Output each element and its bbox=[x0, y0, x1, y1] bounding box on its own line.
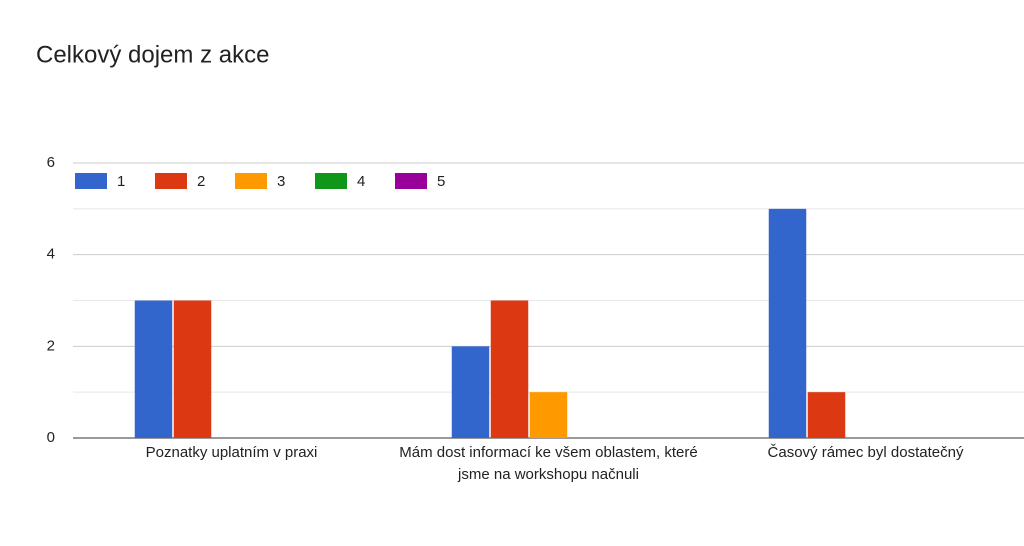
bar bbox=[451, 346, 490, 438]
legend-swatch bbox=[315, 173, 347, 189]
bar bbox=[173, 300, 212, 438]
bar bbox=[529, 392, 568, 438]
legend-label: 4 bbox=[357, 173, 365, 190]
legend-label: 2 bbox=[197, 173, 205, 190]
x-tick-label: Mám dost informací ke všem oblastem, kte… bbox=[399, 444, 698, 483]
y-tick-label: 4 bbox=[47, 246, 55, 263]
bar bbox=[490, 300, 529, 438]
legend-swatch bbox=[75, 173, 107, 189]
x-tick-label: Časový rámec byl dostatečný bbox=[767, 444, 964, 461]
legend-swatch bbox=[235, 173, 267, 189]
legend-label: 3 bbox=[277, 173, 285, 190]
legend-swatch bbox=[155, 173, 187, 189]
chart-title: Celkový dojem z akce bbox=[36, 41, 269, 68]
x-tick-label: Poznatky uplatním v praxi bbox=[145, 444, 318, 461]
bar bbox=[768, 208, 807, 438]
bar bbox=[807, 392, 846, 438]
bar bbox=[134, 300, 173, 438]
legend-swatch bbox=[395, 173, 427, 189]
legend-label: 1 bbox=[117, 173, 125, 190]
y-tick-label: 0 bbox=[47, 429, 55, 446]
y-tick-label: 2 bbox=[47, 337, 55, 354]
legend-label: 5 bbox=[437, 173, 445, 190]
y-tick-label: 6 bbox=[47, 154, 55, 171]
